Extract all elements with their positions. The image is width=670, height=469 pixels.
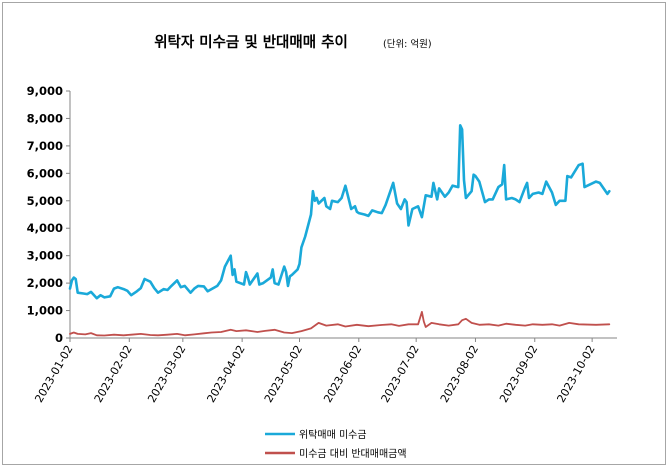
- x-tick-label: 2023-04-02: [205, 343, 248, 405]
- legend-label-series-2: 미수금 대비 반대매매금액: [299, 448, 407, 460]
- x-tick-label: 2023-02-02: [92, 343, 135, 405]
- x-tick-label: 2023-10-02: [555, 343, 598, 405]
- chart-title-unit: (단위: 억원): [383, 38, 432, 50]
- x-tick-labels: 2023-01-02 2023-02-02 2023-03-02 2023-04-02…: [32, 343, 597, 405]
- y-tick-label: 2,000: [27, 276, 63, 290]
- y-tick-label: 5,000: [27, 194, 63, 208]
- line-chart: 위탁자 미수금 및 반대매매 추이 (단위: 억원) 0 1,000 2,000 3,…: [27, 33, 617, 460]
- x-tick-label: 2023-01-02: [32, 343, 75, 405]
- y-tick-labels: 0 1,000 2,000 3,000 4,000 5,000 6,000 7,000 8,00…: [27, 84, 63, 345]
- y-tick-label: 4,000: [27, 221, 63, 235]
- y-tick-label: 0: [55, 331, 63, 345]
- x-tick-label: 2023-08-02: [438, 343, 481, 405]
- chart-frame: 위탁자 미수금 및 반대매매 추이 (단위: 억원) 0 1,000 2,000 3,…: [2, 2, 666, 465]
- y-tick-label: 7,000: [27, 139, 63, 153]
- y-tick-label: 1,000: [27, 304, 63, 318]
- x-tick-label: 2023-03-02: [145, 343, 188, 405]
- series-line-1: [68, 124, 611, 300]
- legend: 위탁매매 미수금 미수금 대비 반대매매금액: [265, 428, 407, 460]
- x-tick-label: 2023-06-02: [321, 343, 364, 405]
- x-tick-label: 2023-07-02: [379, 343, 422, 405]
- series-line-2: [69, 310, 611, 337]
- x-tick-label: 2023-09-02: [497, 343, 540, 405]
- chart-title: 위탁자 미수금 및 반대매매 추이: [154, 33, 348, 51]
- series-lines: [68, 124, 611, 337]
- legend-label-series-1: 위탁매매 미수금: [299, 428, 367, 441]
- axes: [66, 90, 617, 342]
- y-tick-label: 6,000: [27, 166, 63, 180]
- x-tick-label: 2023-05-02: [262, 343, 305, 405]
- y-tick-label: 9,000: [27, 84, 63, 98]
- y-tick-label: 3,000: [27, 249, 63, 263]
- y-tick-label: 8,000: [27, 111, 63, 125]
